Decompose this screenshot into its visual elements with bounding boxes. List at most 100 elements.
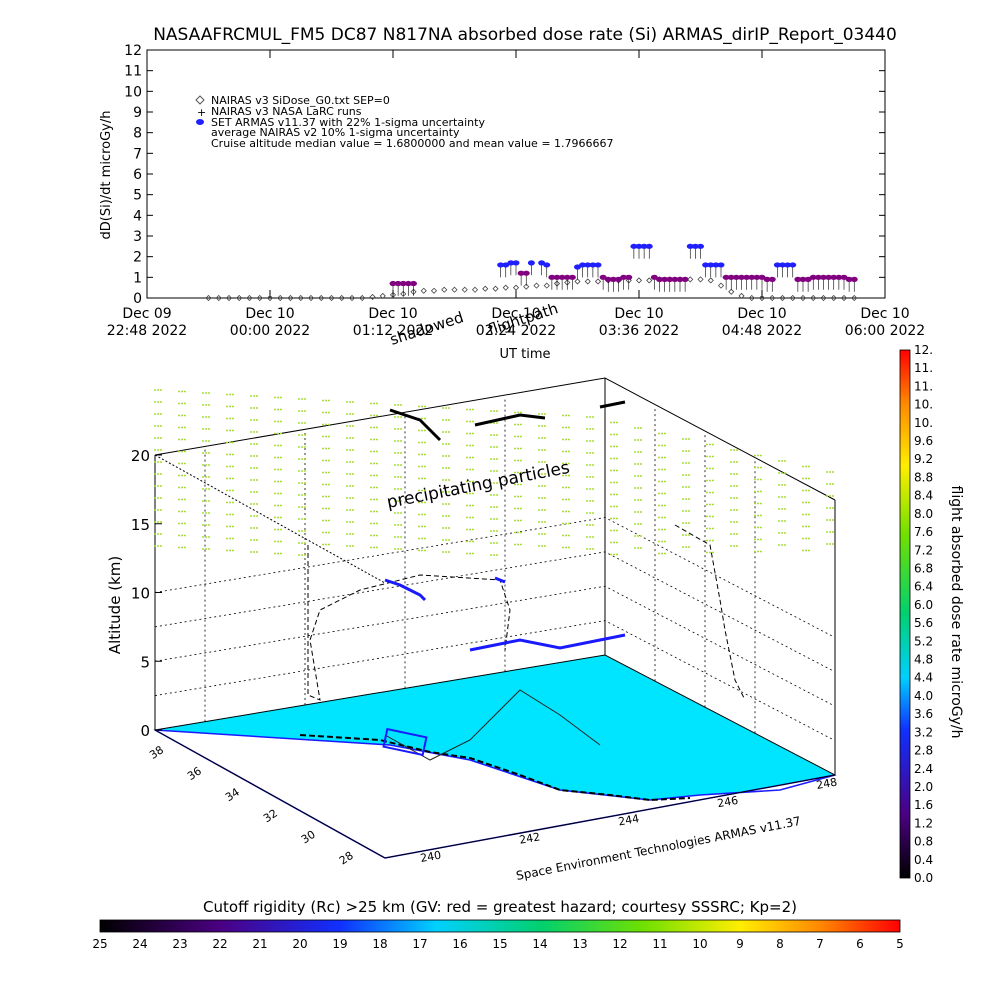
armas-point xyxy=(656,276,663,282)
nairas-point xyxy=(225,294,233,302)
nairas-point xyxy=(707,277,714,284)
legend-item-4: average NAIRAS v2 10% 1-sigma uncertaint… xyxy=(211,126,460,139)
armas-point xyxy=(630,243,638,249)
x-tick-label-time: 04:48 2022 xyxy=(722,323,802,339)
nairas-point xyxy=(318,294,325,302)
coastline xyxy=(299,734,691,802)
rigidity-tick-label: 14 xyxy=(532,937,547,951)
dose-tick-label: 5.2 xyxy=(914,634,933,648)
dose-colorbar-gradient xyxy=(899,349,911,879)
nairas-point xyxy=(799,294,807,302)
armas-point xyxy=(758,274,766,280)
armas-point xyxy=(702,262,710,268)
armas-track-3d xyxy=(384,576,626,652)
armas-point xyxy=(691,243,699,249)
armas-point xyxy=(717,262,725,268)
x-tick-label-date: Dec 10 xyxy=(491,306,540,322)
armas-point xyxy=(712,262,720,268)
armas-point xyxy=(825,274,833,280)
nairas-point xyxy=(789,294,796,302)
altitude-tick-label: 0 xyxy=(140,722,150,740)
latitude-tick-label: 38 xyxy=(147,743,166,762)
rigidity-tick-label: 25 xyxy=(92,937,107,951)
box-front-bottom-left xyxy=(154,729,386,859)
nairas-point xyxy=(779,294,786,302)
rigidity-tick-label: 18 xyxy=(372,937,387,951)
nairas-point xyxy=(840,294,848,302)
nairas-point xyxy=(277,294,284,302)
armas-point xyxy=(681,276,689,282)
armas-point xyxy=(809,274,817,280)
armas-track-upper xyxy=(389,400,626,442)
dose-tick-label: 0.8 xyxy=(914,835,933,849)
nairas-series xyxy=(205,276,858,302)
nairas-point xyxy=(646,277,653,284)
armas-point xyxy=(553,274,561,280)
nairas-point xyxy=(543,282,550,289)
longitude-tick-label: 242 xyxy=(518,830,541,846)
armas-point xyxy=(686,243,694,249)
latitude-tick-label: 36 xyxy=(185,764,204,783)
armas-point xyxy=(410,280,417,287)
nairas-point xyxy=(297,294,304,302)
x-tick-label-time: 06:00 2022 xyxy=(845,323,925,339)
rigidity-tick-label: 8 xyxy=(776,937,784,951)
nairas-point xyxy=(348,294,356,302)
nairas-point xyxy=(574,278,581,285)
latitude-tick-label: 32 xyxy=(261,807,280,826)
dose-tick-label: 8.4 xyxy=(914,489,933,503)
rigidity-tick-label: 22 xyxy=(212,937,227,951)
armas-point xyxy=(568,274,576,280)
rigidity-tick-label: 21 xyxy=(252,937,267,951)
y-tick-label: 5 xyxy=(133,188,142,204)
latitude-tick-label: 30 xyxy=(299,828,318,847)
dose-tick-label: 7.2 xyxy=(914,543,933,557)
nairas-point xyxy=(287,294,294,302)
y-tick-label: 1 xyxy=(133,270,142,286)
armas-point xyxy=(697,243,704,249)
dose-tick-label: 10. xyxy=(914,416,933,430)
armas-point xyxy=(799,276,807,282)
armas-point xyxy=(399,280,407,287)
longitude-ticks: 240 242 244 246 248 xyxy=(419,776,838,865)
y-tick-label: 6 xyxy=(133,167,142,183)
y-tick-label: 10 xyxy=(124,84,142,100)
armas-point xyxy=(804,276,812,282)
armas-point xyxy=(835,274,843,280)
armas-point xyxy=(558,274,566,280)
nairas-point xyxy=(492,285,499,292)
dose-tick-label: 1.2 xyxy=(914,816,933,830)
longitude-tick-label: 244 xyxy=(617,812,640,828)
altitude-tick-label: 15 xyxy=(131,516,150,534)
y-tick-label: 11 xyxy=(124,64,142,80)
nairas-point xyxy=(594,278,602,285)
x-tick-label-date: Dec 10 xyxy=(614,306,663,322)
precipitating-particles xyxy=(154,389,834,556)
dose-tick-label: 9.6 xyxy=(914,434,933,448)
nairas-point xyxy=(512,284,520,291)
altitude-gridline xyxy=(154,517,836,638)
armas-point xyxy=(563,274,571,280)
rigidity-tick-label: 13 xyxy=(572,937,587,951)
ground-track-box xyxy=(382,727,428,757)
nairas-point xyxy=(379,292,386,299)
armas-point xyxy=(615,276,622,282)
armas-series xyxy=(389,243,858,296)
armas-point xyxy=(763,276,771,282)
nairas-point xyxy=(236,294,243,302)
nairas-point xyxy=(851,294,858,302)
armas-point xyxy=(784,262,792,268)
armas-point xyxy=(404,280,412,287)
armas-point xyxy=(779,262,786,268)
nairas-point xyxy=(687,276,694,283)
dose-tick-label: 6.8 xyxy=(914,561,933,575)
dose-tick-label: 8.0 xyxy=(914,507,933,521)
armas-point xyxy=(820,274,827,280)
nairas-point xyxy=(246,294,253,302)
altitude-gridline xyxy=(154,551,836,673)
armas-point xyxy=(814,274,822,280)
dose-tick-label: 9.2 xyxy=(914,452,933,466)
dose-tick-label: 11. xyxy=(914,379,933,393)
armas-point xyxy=(538,260,546,266)
